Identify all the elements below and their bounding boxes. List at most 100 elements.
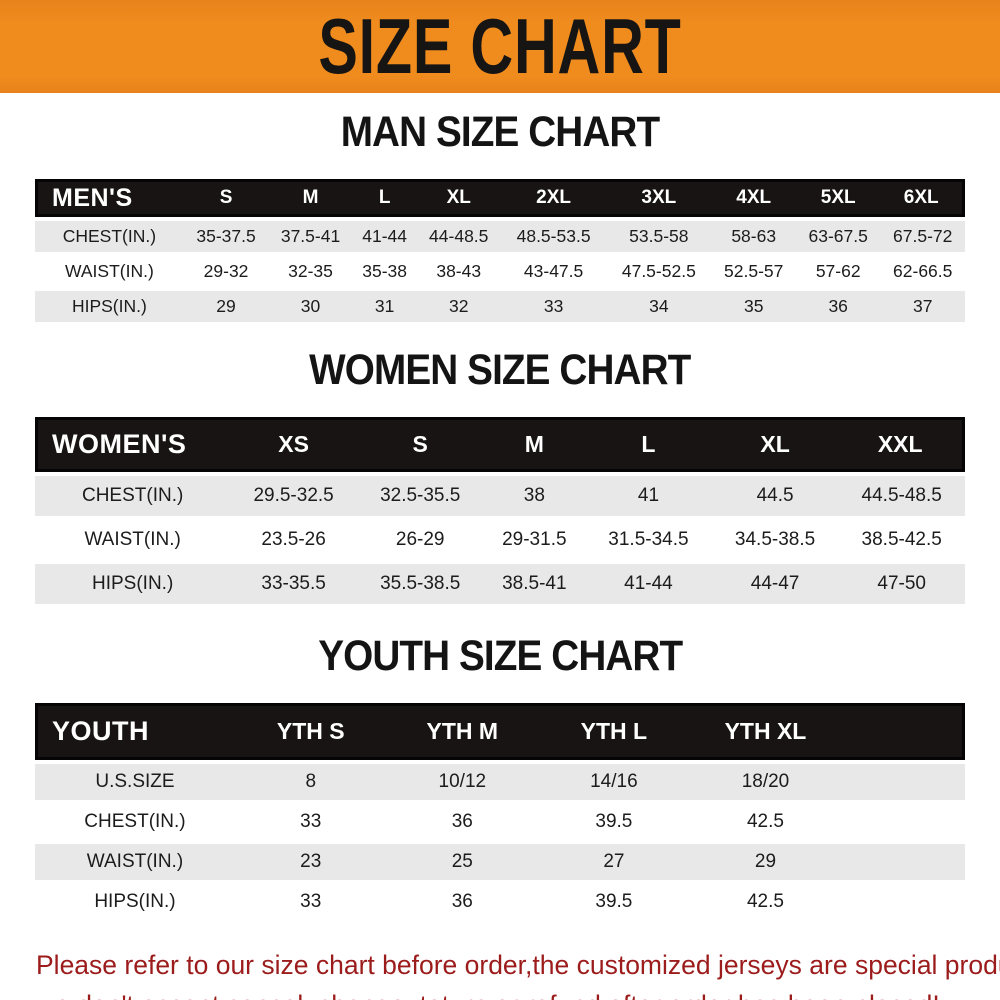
row-label: HIPS(IN.) (35, 564, 231, 604)
men-waist-row: WAIST(IN.) 29-32 32-35 35-38 38-43 43-47… (35, 256, 965, 287)
youth-size-table: YOUTH YTH S YTH M YTH L YTH XL U.S.SIZE … (35, 699, 965, 924)
size-cell: 39.5 (538, 884, 690, 920)
size-cell: 34.5-38.5 (711, 520, 839, 560)
women-chest-row: CHEST(IN.) 29.5-32.5 32.5-35.5 38 41 44.… (35, 476, 965, 516)
size-cell: 35-38 (352, 256, 417, 287)
size-cell: 8 (234, 764, 387, 800)
size-cell: 10/12 (386, 764, 539, 800)
row-label: WAIST(IN.) (35, 256, 184, 287)
size-column-header: M (268, 179, 353, 217)
size-column-header: XS (230, 417, 357, 472)
men-chest-row: CHEST(IN.) 35-37.5 37.5-41 41-44 44-48.5… (35, 221, 965, 252)
size-cell: 63-67.5 (795, 221, 881, 252)
size-cell: 43-47.5 (500, 256, 607, 287)
size-column-header: 3XL (606, 179, 712, 217)
size-cell: 23 (234, 844, 387, 880)
size-cell: 41 (585, 476, 712, 516)
women-table-title: WOMEN'S (35, 417, 231, 472)
order-disclaimer: Please refer to our size chart before or… (36, 945, 1000, 1000)
man-size-chart-section: MAN SIZE CHART MEN'S S M L XL 2XL 3XL 4X… (0, 110, 1000, 326)
size-chart-banner: SIZE CHART (0, 0, 1000, 93)
size-cell: 58-63 (711, 221, 796, 252)
size-cell: 31 (352, 291, 417, 322)
size-column-header: 5XL (795, 179, 881, 217)
size-cell: 14/16 (538, 764, 690, 800)
youth-header-row: YOUTH YTH S YTH M YTH L YTH XL (35, 703, 965, 760)
size-cell: 41-44 (352, 221, 417, 252)
size-cell: 33 (234, 884, 387, 920)
size-column-header: YTH XL (689, 703, 842, 760)
size-cell: 27 (538, 844, 690, 880)
size-cell: 48.5-53.5 (500, 221, 607, 252)
women-size-table: WOMEN'S XS S M L XL XXL CHEST(IN.) 29.5-… (35, 413, 965, 608)
size-cell: 38.5-41 (483, 564, 586, 604)
size-cell: 38 (483, 476, 586, 516)
size-cell: 26-29 (356, 520, 484, 560)
size-cell: 38-43 (416, 256, 501, 287)
size-cell: 53.5-58 (606, 221, 712, 252)
men-header-row: MEN'S S M L XL 2XL 3XL 4XL 5XL 6XL (35, 179, 965, 217)
women-size-chart-section: WOMEN SIZE CHART WOMEN'S XS S M L XL XXL… (0, 348, 1000, 608)
size-cell: 37.5-41 (268, 221, 353, 252)
size-cell: 32.5-35.5 (356, 476, 484, 516)
youth-waist-row: WAIST(IN.) 23 25 27 29 (35, 844, 965, 880)
disclaimer-line-1: Please refer to our size chart before or… (36, 950, 1000, 980)
size-cell: 33 (500, 291, 607, 322)
size-cell: 38.5-42.5 (838, 520, 965, 560)
size-cell: 25 (386, 844, 539, 880)
size-column-header: S (356, 417, 484, 472)
size-column-header: 2XL (500, 179, 607, 217)
youth-ussize-row: U.S.SIZE 8 10/12 14/16 18/20 (35, 764, 965, 800)
youth-hips-row: HIPS(IN.) 33 36 39.5 42.5 (35, 884, 965, 920)
size-column-header: L (585, 417, 712, 472)
size-cell: 35.5-38.5 (356, 564, 484, 604)
men-hips-row: HIPS(IN.) 29 30 31 32 33 34 35 36 37 (35, 291, 965, 322)
size-column-header: XXL (838, 417, 965, 472)
row-label: CHEST(IN.) (35, 804, 235, 840)
spacer-cell (841, 884, 965, 920)
size-cell: 35 (711, 291, 796, 322)
size-cell: 67.5-72 (880, 221, 965, 252)
size-cell: 36 (795, 291, 881, 322)
row-label: WAIST(IN.) (35, 520, 231, 560)
size-cell: 57-62 (795, 256, 881, 287)
spacer-cell (841, 804, 965, 840)
size-column-header: S (183, 179, 269, 217)
size-cell: 29-31.5 (483, 520, 586, 560)
size-column-header: YTH L (538, 703, 690, 760)
women-section-heading: WOMEN SIZE CHART (0, 348, 1000, 399)
row-label: U.S.SIZE (35, 764, 235, 800)
size-cell: 37 (880, 291, 965, 322)
size-cell: 29-32 (183, 256, 269, 287)
youth-chest-row: CHEST(IN.) 33 36 39.5 42.5 (35, 804, 965, 840)
size-column-header: L (352, 179, 417, 217)
size-cell: 47-50 (838, 564, 965, 604)
youth-heading-text: YOUTH SIZE CHART (317, 632, 683, 680)
size-cell: 52.5-57 (711, 256, 796, 287)
row-label: HIPS(IN.) (35, 291, 184, 322)
size-cell: 33 (234, 804, 387, 840)
size-cell: 33-35.5 (230, 564, 357, 604)
women-hips-row: HIPS(IN.) 33-35.5 35.5-38.5 38.5-41 41-4… (35, 564, 965, 604)
row-label: CHEST(IN.) (35, 476, 231, 516)
size-cell: 32 (416, 291, 501, 322)
size-column-header: 4XL (711, 179, 796, 217)
size-column-header: YTH S (234, 703, 387, 760)
size-cell: 42.5 (689, 884, 842, 920)
youth-table-title: YOUTH (35, 703, 235, 760)
size-cell: 44.5 (711, 476, 839, 516)
size-cell: 42.5 (689, 804, 842, 840)
size-cell: 44.5-48.5 (838, 476, 965, 516)
women-header-row: WOMEN'S XS S M L XL XXL (35, 417, 965, 472)
men-table-title: MEN'S (35, 179, 184, 217)
man-section-heading: MAN SIZE CHART (0, 110, 1000, 161)
size-cell: 62-66.5 (880, 256, 965, 287)
women-waist-row: WAIST(IN.) 23.5-26 26-29 29-31.5 31.5-34… (35, 520, 965, 560)
size-column-header: 6XL (880, 179, 965, 217)
disclaimer-line-2: we don't accept cancel, change, teturn o… (36, 985, 1000, 1000)
size-cell: 35-37.5 (183, 221, 269, 252)
size-cell: 36 (386, 884, 539, 920)
youth-size-chart-section: YOUTH SIZE CHART YOUTH YTH S YTH M YTH L… (0, 634, 1000, 924)
size-column-header: YTH M (386, 703, 539, 760)
